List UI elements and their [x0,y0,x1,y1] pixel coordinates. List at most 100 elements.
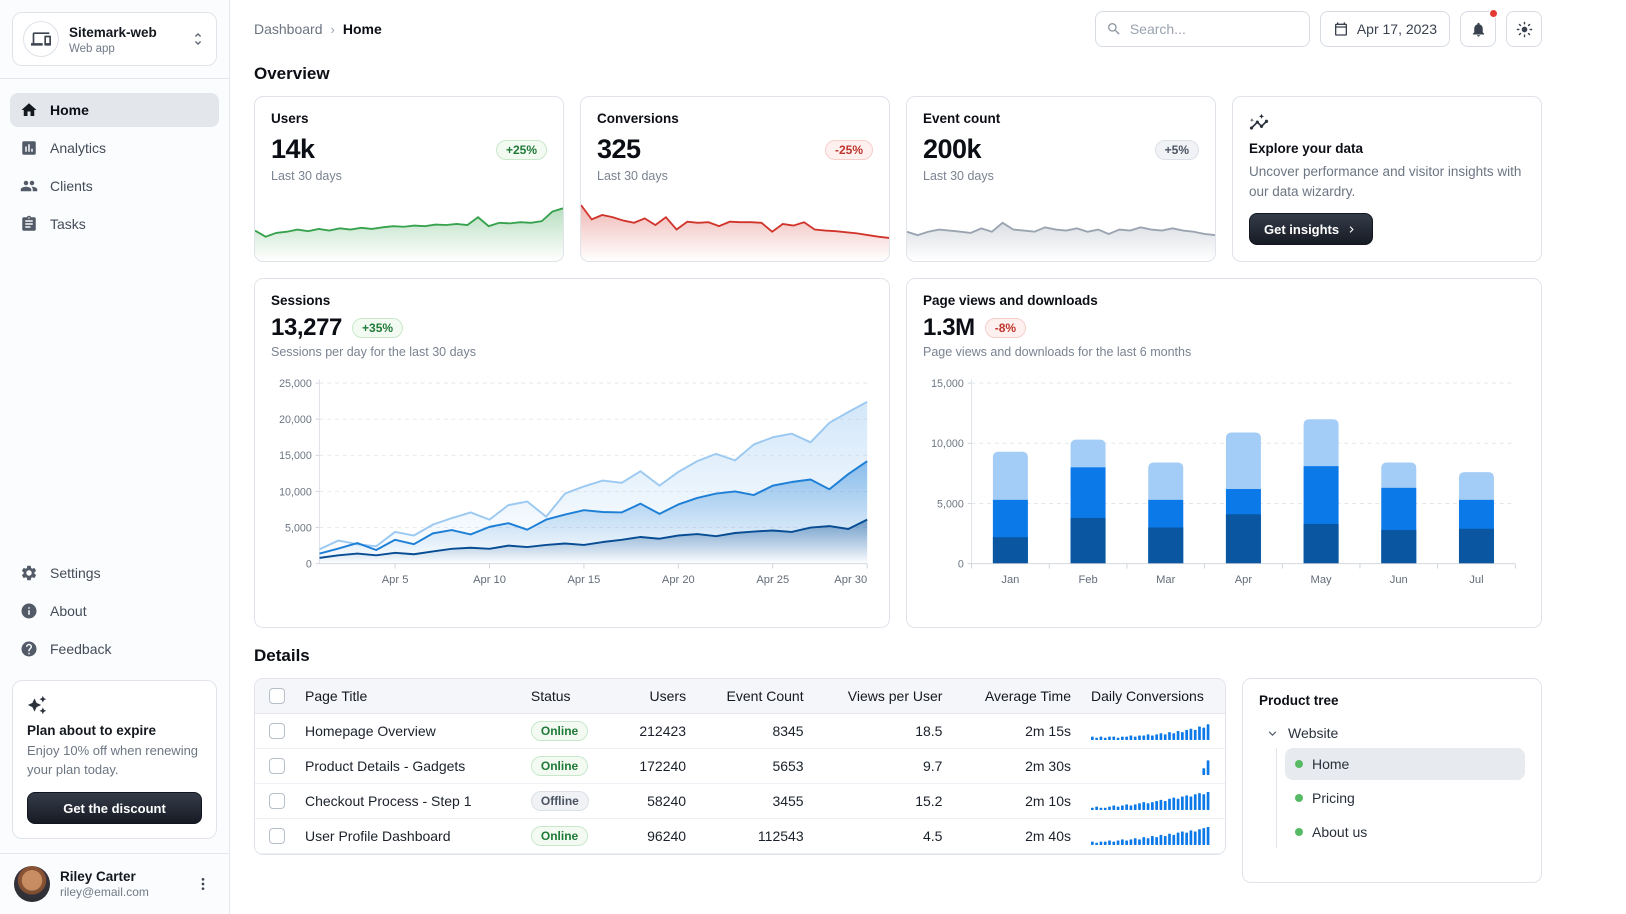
plan-card-title: Plan about to expire [27,723,157,739]
bell-icon [1470,21,1487,38]
select-all-checkbox[interactable] [269,688,285,705]
column-header-event-count: Event Count [696,679,814,715]
insights-icon [1249,113,1525,133]
get-insights-button[interactable]: Get insights [1249,213,1374,246]
row-checkbox[interactable] [269,723,285,740]
cell-page-title: User Profile Dashboard [295,818,521,855]
details-row: Page Title Status Users Event Count View… [254,678,1542,884]
svg-text:15,000: 15,000 [279,450,312,462]
tree-node-about-us[interactable]: About us [1285,816,1525,848]
primary-nav: Home Analytics Clients Tasks [0,79,229,255]
svg-text:Jun: Jun [1390,574,1408,586]
user-email: riley@email.com [60,885,149,899]
daily-conversions-sparkline [1081,713,1225,750]
row-checkbox[interactable] [269,758,285,775]
svg-text:Apr 5: Apr 5 [382,574,409,586]
stat-card-conversions[interactable]: Conversions 325 -25% Last 30 days [580,96,890,262]
user-menu-button[interactable] [191,872,215,896]
table-row[interactable]: Homepage Overview Online 212423 8345 18.… [255,713,1225,750]
row-checkbox[interactable] [269,793,285,810]
breadcrumb-dashboard[interactable]: Dashboard [254,21,323,37]
promo-title: Explore your data [1249,141,1364,156]
sidebar-item-settings[interactable]: Settings [10,556,219,590]
svg-text:Jan: Jan [1001,574,1019,586]
user-name: Riley Carter [60,869,136,884]
status-badge: Online [530,826,589,847]
theme-toggle-button[interactable] [1506,11,1542,47]
cell-event-count: 112543 [696,818,814,855]
svg-text:Apr 10: Apr 10 [473,574,506,586]
daily-conversions-sparkline [1081,748,1225,785]
sidebar-item-feedback[interactable]: Feedback [10,632,219,666]
cell-views-per-user: 15.2 [813,783,953,820]
column-header-users: Users [615,679,697,715]
chart-value: 1.3M [923,314,975,342]
table-row[interactable]: User Profile Dashboard Online 96240 1125… [255,818,1225,855]
date-label: Apr 17, 2023 [1356,21,1437,37]
stat-caption: Last 30 days [923,169,994,183]
people-icon [20,177,38,195]
cell-views-per-user: 4.5 [813,818,953,855]
svg-text:Apr 20: Apr 20 [662,574,695,586]
overview-heading: Overview [254,64,330,83]
sidebar-item-clients[interactable]: Clients [10,169,219,203]
table-row[interactable]: Checkout Process - Step 1 Offline 58240 … [255,783,1225,820]
column-header-daily-conversions: Daily Conversions [1081,679,1225,715]
search-box [1094,11,1310,47]
svg-text:20,000: 20,000 [279,414,312,426]
stat-card-event-count[interactable]: Event count 200k +5% Last 30 days [906,96,1216,262]
chart-caption: Sessions per day for the last 30 days [271,345,476,360]
trend-chip: +5% [1154,139,1199,160]
sidebar-item-label: Analytics [50,140,107,156]
stat-caption: Last 30 days [597,169,668,183]
svg-text:Apr 25: Apr 25 [756,574,789,586]
workspace-selector[interactable]: Sitemark-web Web app [12,12,217,66]
cell-average-time: 2m 15s [952,713,1081,750]
tree-node-home[interactable]: Home [1285,748,1525,781]
svg-text:May: May [1311,574,1332,586]
tree-node-website[interactable]: Website [1259,718,1525,748]
sidebar-item-home[interactable]: Home [10,93,219,127]
sidebar-item-tasks[interactable]: Tasks [10,207,219,241]
stat-card-users[interactable]: Users 14k +25% Last 30 days [254,96,564,262]
stat-title: Conversions [597,111,679,126]
date-picker-button[interactable]: Apr 17, 2023 [1319,11,1450,47]
sidebar-item-about[interactable]: About [10,594,219,628]
notifications-button[interactable] [1460,9,1498,47]
svg-text:Jul: Jul [1469,574,1483,586]
search-input[interactable] [1129,21,1299,37]
daily-conversions-sparkline [1081,783,1225,820]
plan-card-body: Enjoy 10% off when renewing your plan to… [27,743,199,778]
cell-page-title: Product Details - Gadgets [295,748,521,785]
more-vert-icon [201,878,205,890]
svg-text:10,000: 10,000 [931,438,964,450]
svg-text:10,000: 10,000 [279,486,312,498]
sidebar-item-label: Clients [50,178,93,194]
status-badge: Online [530,756,589,777]
cell-users: 58240 [615,783,697,820]
svg-text:15,000: 15,000 [931,378,964,390]
column-header-views-per-user: Views per User [813,679,953,715]
chart-value: 13,277 [271,314,343,342]
devices-icon [23,21,59,57]
get-discount-button[interactable]: Get the discount [27,792,202,824]
stat-caption: Last 30 days [271,169,342,183]
leaf-dot-icon [1295,828,1303,837]
tree-node-pricing[interactable]: Pricing [1285,782,1525,814]
svg-text:Apr 15: Apr 15 [567,574,600,586]
row-checkbox[interactable] [269,828,285,845]
svg-text:Apr 30: Apr 30 [834,574,867,586]
chart-title: Sessions [271,293,331,309]
trend-chip: -25% [824,139,873,160]
product-tree-card: Product tree Website Home Pricing About … [1242,678,1542,884]
details-table-card: Page Title Status Users Event Count View… [254,678,1226,856]
cell-views-per-user: 18.5 [813,713,953,750]
svg-text:25,000: 25,000 [279,378,312,390]
sidebar-item-analytics[interactable]: Analytics [10,131,219,165]
sparkle-icon [27,695,202,715]
cell-users: 172240 [615,748,697,785]
plan-expiry-card: Plan about to expire Enjoy 10% off when … [12,680,217,839]
main-content: Dashboard › Home Apr 17, 2023 Overview [230,0,1626,914]
page-views-bar-chart: 0 5,000 10,000 15,000 Jan Feb Mar Apr May Jun Jul [923,367,1525,605]
table-row[interactable]: Product Details - Gadgets Online 172240 … [255,748,1225,785]
